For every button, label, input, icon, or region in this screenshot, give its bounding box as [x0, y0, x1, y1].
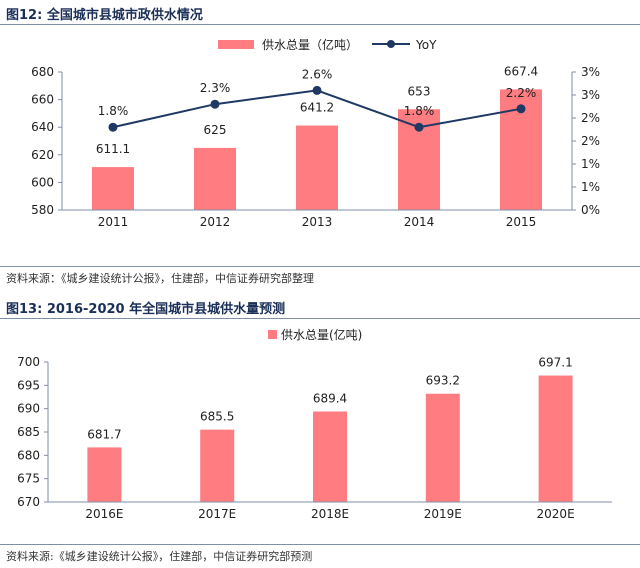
y-tick-label: 695: [17, 378, 40, 392]
figure-12-source: 资料来源：《城乡建设统计公报》，住建部，中信证券研究部整理: [6, 272, 314, 285]
x-tick-label-2012: 2012: [200, 215, 231, 229]
y-tick-label-left: 640: [31, 120, 54, 134]
bar-2018E: [313, 411, 347, 502]
y-tick-label: 680: [17, 448, 40, 462]
bar-label-2016E: 681.7: [87, 427, 121, 441]
figure-13-title: 图13: 2016-2020 年全国城市县城供水量预测: [6, 302, 286, 317]
x-tick-label-2011: 2011: [98, 215, 129, 229]
yoy-point-2014: [414, 122, 424, 132]
y-tick-label-left: 580: [31, 203, 54, 217]
bar-label-2017E: 685.5: [200, 410, 234, 424]
bar-label-2011: 611.1: [96, 142, 130, 156]
y-tick-label-right: 3%: [581, 88, 600, 102]
bar-2012: [194, 147, 236, 210]
y-tick-label: 670: [17, 495, 40, 509]
bar-label-2012: 625: [204, 123, 227, 137]
yoy-point-2012: [210, 99, 220, 109]
yoy-label-2014: 1.8%: [404, 104, 435, 118]
yoy-point-2015: [516, 104, 526, 114]
figure-12-bottom-rule: [0, 266, 640, 267]
figure-12-title: 图12: 全国城市县城市政供水情况: [6, 8, 203, 23]
bar-label-2018E: 689.4: [313, 391, 347, 405]
y-tick-label: 690: [17, 402, 40, 416]
yoy-label-2012: 2.3%: [200, 81, 231, 95]
y-tick-label-right: 1%: [581, 180, 600, 194]
y-tick-label: 675: [17, 472, 40, 486]
y-tick-label-right: 2%: [581, 111, 600, 125]
y-tick-label-right: 0%: [581, 203, 600, 217]
figure-13-top-rule: [0, 318, 640, 319]
legend-line-label: YoY: [415, 38, 437, 52]
yoy-label-2013: 2.6%: [302, 67, 333, 81]
y-tick-label-left: 680: [31, 65, 54, 79]
bar-2017E: [200, 429, 235, 502]
x-tick-label-2014: 2014: [404, 215, 435, 229]
yoy-point-2011: [108, 122, 118, 132]
x-tick-label-2015: 2015: [506, 215, 537, 229]
y-tick-label-left: 620: [31, 148, 54, 162]
bar-label-2014: 653: [408, 84, 431, 98]
yoy-point-2013: [312, 85, 322, 95]
bar-2020E: [538, 375, 573, 502]
bar-2019E: [425, 393, 460, 502]
legend-bar-swatch: [218, 40, 254, 49]
legend-bar-label: 供水总量(亿吨): [281, 327, 362, 342]
y-tick-label-left: 600: [31, 175, 54, 189]
bar-2011: [92, 167, 134, 210]
yoy-label-2011: 1.8%: [98, 104, 129, 118]
x-tick-label-2018E: 2018E: [311, 507, 349, 521]
figure-13-source: 资料来源:《城乡建设统计公报》，住建部，中信证券研究部预测: [6, 550, 313, 563]
x-tick-label-2016E: 2016E: [85, 507, 123, 521]
bar-label-2019E: 693.2: [426, 374, 460, 388]
y-tick-label-right: 2%: [581, 134, 600, 148]
figure-13-bottom-rule: [0, 544, 640, 545]
figure-12-top-rule: [0, 24, 640, 25]
bar-label-2015: 667.4: [504, 64, 538, 78]
legend-bar-swatch: [268, 330, 277, 339]
x-tick-label-2019E: 2019E: [424, 507, 462, 521]
y-tick-label-left: 660: [31, 93, 54, 107]
bar-2016E: [87, 447, 122, 502]
y-tick-label: 685: [17, 425, 40, 439]
x-tick-label-2020E: 2020E: [537, 507, 575, 521]
bar-2013: [296, 125, 338, 210]
x-tick-label-2017E: 2017E: [198, 507, 236, 521]
y-tick-label: 700: [17, 355, 40, 369]
bar-label-2013: 641.2: [300, 101, 334, 115]
yoy-label-2015: 2.2%: [506, 86, 537, 100]
y-tick-label-right: 1%: [581, 157, 600, 171]
legend-line-marker: [387, 40, 395, 48]
y-tick-label-right: 3%: [581, 65, 600, 79]
bar-label-2020E: 697.1: [538, 356, 572, 370]
figure-12-chart: 供水总量（亿吨） YoY 580 600 620 640 660 680 0% 1% 1% 2% 2% 3…: [31, 37, 600, 229]
legend-bar-label: 供水总量（亿吨）: [262, 37, 358, 52]
x-tick-label-2013: 2013: [302, 215, 333, 229]
figure-13-chart: 供水总量(亿吨) 670 675 680 685 690 695 700 681.7 685.5 6…: [17, 327, 612, 521]
